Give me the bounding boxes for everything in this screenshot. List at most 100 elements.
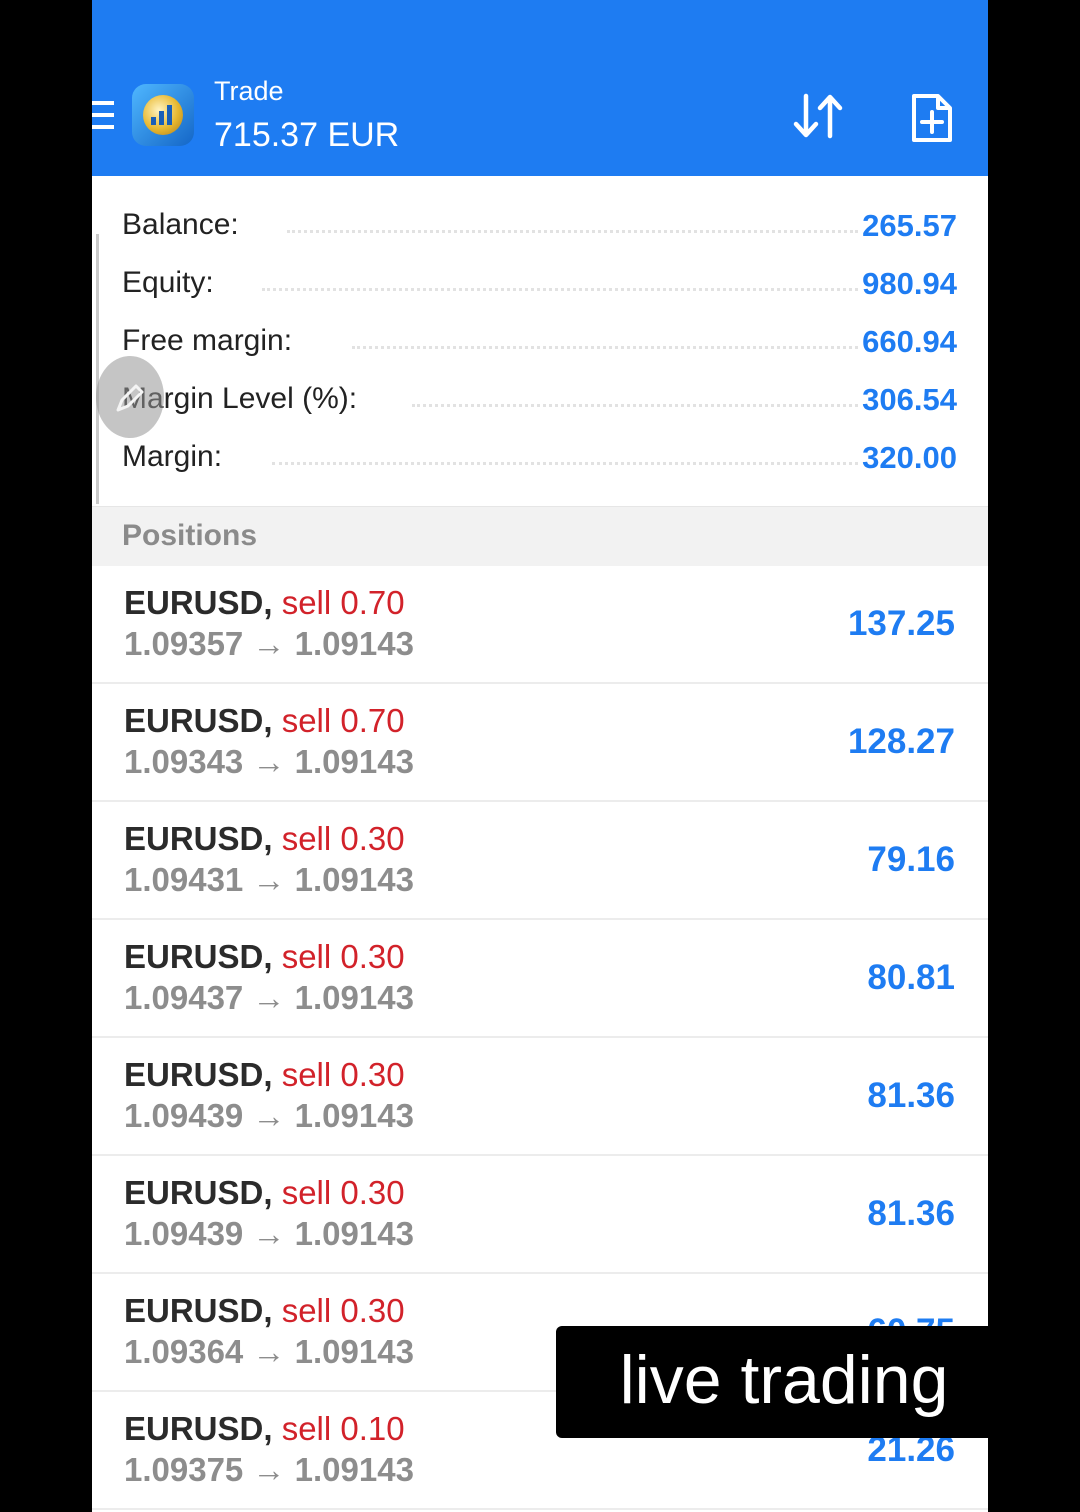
summary-label: Margin:: [122, 440, 223, 473]
open-price: 1.09343: [124, 743, 244, 780]
section-title: Positions: [122, 519, 258, 552]
dotted-leader: [287, 230, 858, 233]
position-symbol: EURUSD,: [124, 584, 273, 621]
current-price: 1.09143: [294, 1333, 414, 1370]
arrow-right-icon: →: [252, 1451, 286, 1488]
summary-row-free-margin: Free margin: 660.94: [92, 312, 988, 370]
page-title: Trade: [214, 76, 284, 106]
position-title: EURUSD, sell 0.30: [124, 1292, 405, 1330]
summary-value: 660.94: [862, 324, 957, 359]
position-profit: 128.27: [847, 722, 955, 761]
position-profit: 81.36: [867, 1194, 955, 1233]
position-profit: 81.36: [867, 1076, 955, 1115]
position-side-volume: sell 0.70: [281, 584, 405, 621]
current-price: 1.09143: [294, 1215, 414, 1252]
dotted-leader: [352, 346, 858, 349]
scroll-indicator: [96, 234, 99, 504]
account-equity-amount: 715.37 EUR: [214, 116, 400, 154]
position-row[interactable]: EURUSD, sell 0.70 1.09357 → 1.09143 137.25: [92, 566, 988, 684]
position-row[interactable]: EURUSD, sell 0.10 1.09375 → 1.09143 21.26: [92, 1392, 988, 1510]
sort-icon[interactable]: [792, 92, 846, 140]
edit-button[interactable]: [96, 356, 164, 438]
position-profit: 137.25: [847, 604, 955, 643]
position-title: EURUSD, sell 0.30: [124, 938, 405, 976]
arrow-right-icon: →: [252, 1215, 286, 1252]
current-price: 1.09143: [294, 625, 414, 662]
arrow-right-icon: →: [252, 979, 286, 1016]
position-prices: 1.09343 → 1.09143: [124, 743, 414, 781]
dotted-leader: [262, 288, 858, 291]
video-caption: live trading: [556, 1326, 988, 1438]
menu-icon[interactable]: [92, 101, 114, 133]
position-title: EURUSD, sell 0.30: [124, 1174, 405, 1212]
position-prices: 1.09357 → 1.09143: [124, 625, 414, 663]
position-row[interactable]: EURUSD, sell 0.30 1.09437 → 1.09143 80.81: [92, 920, 988, 1038]
summary-row-equity: Equity: 980.94: [92, 254, 988, 312]
position-prices: 1.09437 → 1.09143: [124, 979, 414, 1017]
position-title: EURUSD, sell 0.70: [124, 702, 405, 740]
open-price: 1.09431: [124, 861, 244, 898]
summary-label: Free margin:: [122, 324, 293, 357]
position-prices: 1.09375 → 1.09143: [124, 1451, 414, 1489]
dotted-leader: [272, 462, 858, 465]
arrow-right-icon: →: [252, 861, 286, 898]
summary-value: 265.57: [862, 208, 957, 243]
open-price: 1.09437: [124, 979, 244, 1016]
open-price: 1.09439: [124, 1097, 244, 1134]
position-row[interactable]: EURUSD, sell 0.30 1.09439 → 1.09143 81.36: [92, 1038, 988, 1156]
summary-value: 306.54: [862, 382, 957, 417]
position-prices: 1.09439 → 1.09143: [124, 1215, 414, 1253]
new-order-icon[interactable]: [910, 92, 954, 144]
position-symbol: EURUSD,: [124, 1056, 273, 1093]
open-price: 1.09364: [124, 1333, 244, 1370]
summary-row-balance: Balance: 265.57: [92, 196, 988, 254]
current-price: 1.09143: [294, 979, 414, 1016]
phone-screen: Trade 715.37 EUR Balance: 265.57 Equity:…: [92, 0, 988, 1512]
summary-value: 980.94: [862, 266, 957, 301]
position-symbol: EURUSD,: [124, 1174, 273, 1211]
position-side-volume: sell 0.30: [281, 1174, 405, 1211]
arrow-right-icon: →: [252, 1333, 286, 1370]
open-price: 1.09439: [124, 1215, 244, 1252]
position-row[interactable]: EURUSD, sell 0.30 1.09431 → 1.09143 79.16: [92, 802, 988, 920]
position-side-volume: sell 0.70: [281, 702, 405, 739]
position-prices: 1.09364 → 1.09143: [124, 1333, 414, 1371]
position-title: EURUSD, sell 0.70: [124, 584, 405, 622]
position-side-volume: sell 0.30: [281, 938, 405, 975]
current-price: 1.09143: [294, 743, 414, 780]
app-logo: [132, 84, 194, 146]
open-price: 1.09375: [124, 1451, 244, 1488]
arrow-right-icon: →: [252, 625, 286, 662]
position-row[interactable]: EURUSD, sell 0.70 1.09343 → 1.09143 128.27: [92, 684, 988, 802]
summary-value: 320.00: [862, 440, 957, 475]
app-bar: Trade 715.37 EUR: [92, 0, 988, 176]
open-price: 1.09357: [124, 625, 244, 662]
arrow-right-icon: →: [252, 1097, 286, 1134]
position-symbol: EURUSD,: [124, 1292, 273, 1329]
summary-label: Equity:: [122, 266, 214, 299]
current-price: 1.09143: [294, 1097, 414, 1134]
position-side-volume: sell 0.30: [281, 820, 405, 857]
position-title: EURUSD, sell 0.10: [124, 1410, 405, 1448]
pencil-icon: [116, 384, 144, 412]
summary-row-margin: Margin: 320.00: [92, 428, 988, 486]
position-prices: 1.09439 → 1.09143: [124, 1097, 414, 1135]
position-side-volume: sell 0.30: [281, 1056, 405, 1093]
position-symbol: EURUSD,: [124, 702, 273, 739]
position-symbol: EURUSD,: [124, 1410, 273, 1447]
current-price: 1.09143: [294, 1451, 414, 1488]
current-price: 1.09143: [294, 861, 414, 898]
position-side-volume: sell 0.10: [281, 1410, 405, 1447]
position-side-volume: sell 0.30: [281, 1292, 405, 1329]
summary-label: Balance:: [122, 208, 239, 241]
account-summary: Balance: 265.57 Equity: 980.94 Free marg…: [92, 176, 988, 506]
position-profit: 80.81: [867, 958, 955, 997]
positions-section-header: Positions: [92, 506, 988, 567]
position-prices: 1.09431 → 1.09143: [124, 861, 414, 899]
position-profit: 79.16: [867, 840, 955, 879]
position-row[interactable]: EURUSD, sell 0.30 1.09439 → 1.09143 81.36: [92, 1156, 988, 1274]
position-symbol: EURUSD,: [124, 820, 273, 857]
position-title: EURUSD, sell 0.30: [124, 820, 405, 858]
position-title: EURUSD, sell 0.30: [124, 1056, 405, 1094]
arrow-right-icon: →: [252, 743, 286, 780]
